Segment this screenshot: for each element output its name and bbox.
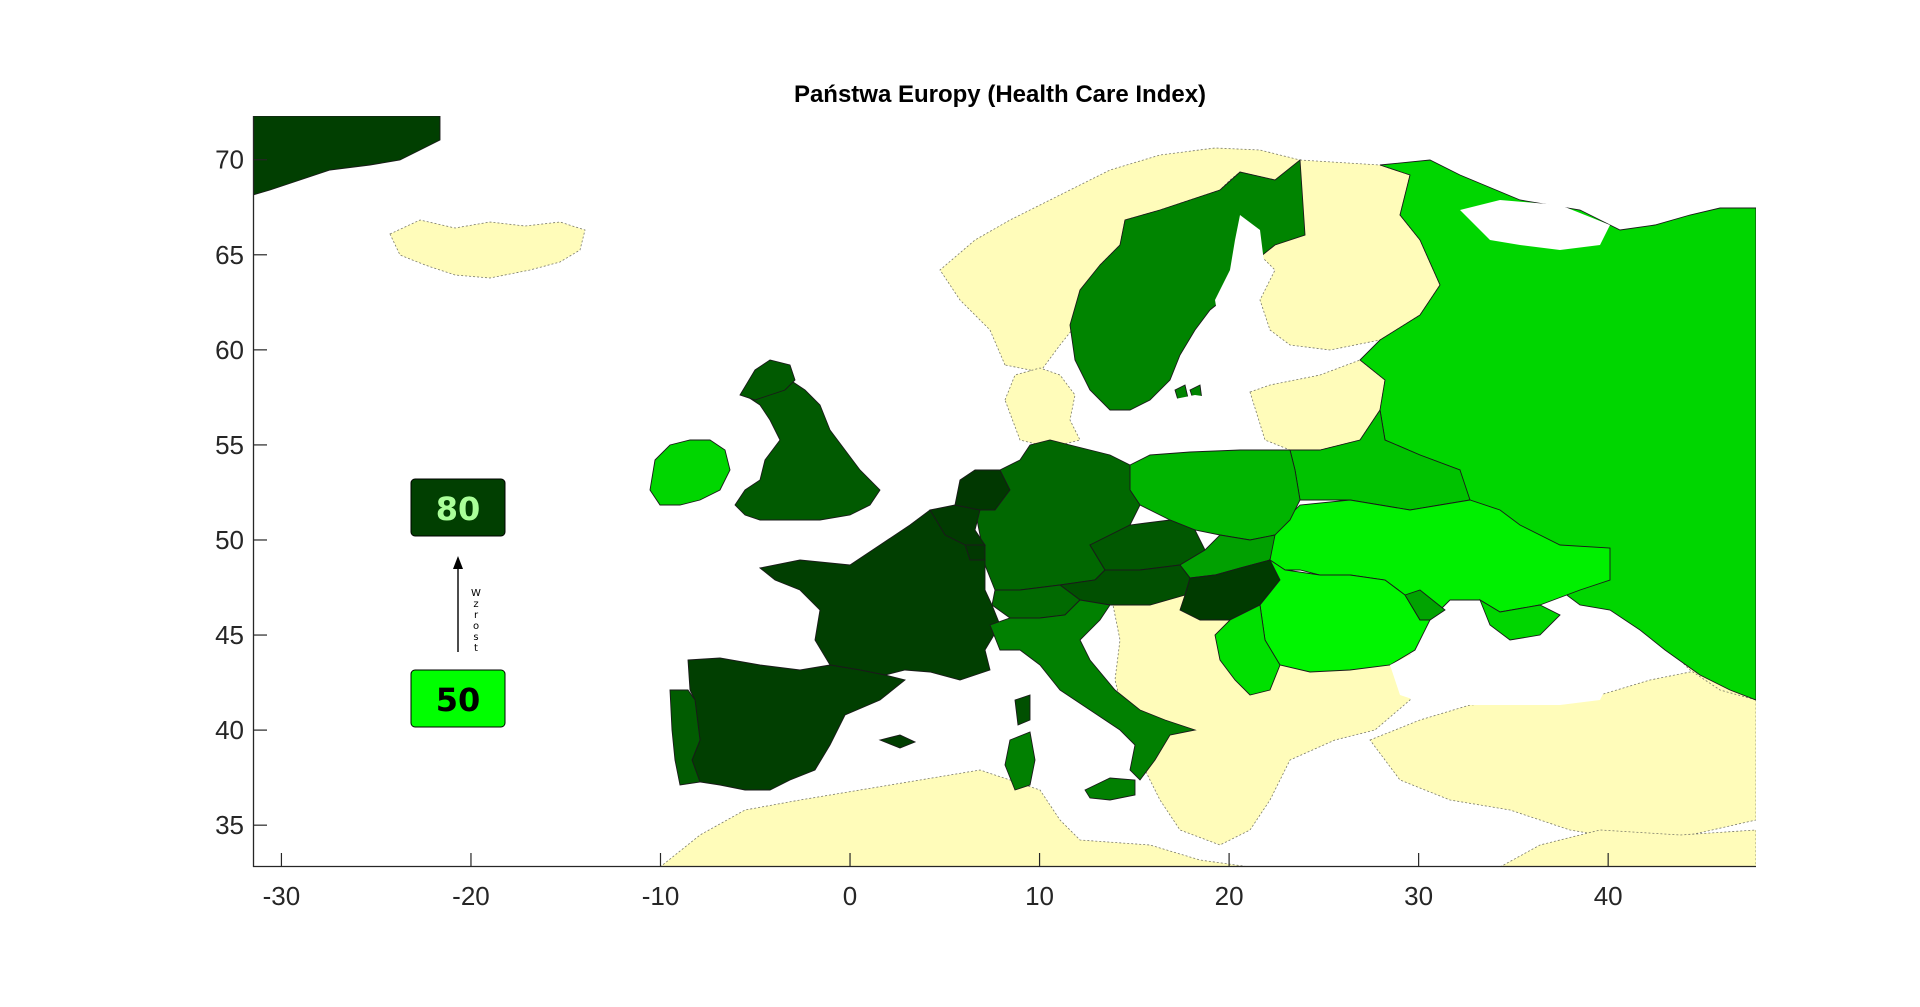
arrow-label-letter: o	[473, 621, 479, 632]
y-tick-label: 45	[215, 620, 244, 650]
arrow-label-letter: r	[474, 610, 479, 621]
y-tick-label: 65	[215, 240, 244, 270]
region-spain	[687, 657, 906, 791]
region-middle-east	[1499, 829, 1756, 867]
x-tick-label: 30	[1404, 881, 1433, 911]
y-tick-label: 60	[215, 335, 244, 365]
region-north-africa	[659, 769, 1251, 867]
region-greenland	[253, 116, 441, 196]
x-tick-label: 10	[1025, 881, 1054, 911]
region-portugal	[669, 689, 701, 786]
x-tick-label: -10	[642, 881, 680, 911]
x-tick-label: 0	[843, 881, 857, 911]
region-norway	[939, 147, 1306, 373]
region-poland	[1129, 449, 1301, 541]
x-axis-ticks: -30 -20 -10 0 10 20 30 40	[263, 853, 1623, 911]
region-serbia	[1214, 604, 1281, 696]
legend-high-value: 80	[436, 490, 481, 528]
legend-low-value: 50	[436, 681, 481, 719]
map-area	[253, 116, 1756, 867]
region-sicily	[1084, 777, 1136, 801]
black-sea	[1390, 640, 1610, 705]
y-tick-label: 35	[215, 810, 244, 840]
arrow-label-letter: t	[474, 643, 478, 654]
legend-arrow-head	[453, 556, 463, 569]
region-italy	[989, 599, 1197, 781]
y-tick-label: 70	[215, 145, 244, 175]
white-sea	[1460, 200, 1610, 250]
region-sardinia	[1004, 731, 1036, 791]
legend-high-box	[410, 478, 506, 537]
region-corsica	[1014, 694, 1031, 726]
x-tick-label: 40	[1594, 881, 1623, 911]
region-ireland	[649, 439, 731, 506]
x-tick-label: -20	[452, 881, 490, 911]
region-crimea	[1479, 598, 1561, 641]
x-tick-label: -30	[263, 881, 301, 911]
arrow-label-letter: s	[473, 632, 478, 643]
y-tick-label: 55	[215, 430, 244, 460]
region-moldova	[1404, 589, 1446, 621]
y-axis-ticks: 70 65 60 55 50 45 40 35	[215, 145, 267, 840]
map-title: Państwa Europy (Health Care Index)	[794, 81, 1206, 108]
region-scotland	[739, 359, 796, 401]
region-uk	[734, 374, 881, 521]
arrow-label-letter: W	[471, 588, 481, 599]
region-iceland	[389, 219, 586, 279]
region-netherlands	[954, 469, 1011, 511]
baltic-sea	[1150, 395, 1250, 445]
y-tick-label: 50	[215, 525, 244, 555]
region-balearics	[878, 734, 917, 749]
y-tick-label: 40	[215, 715, 244, 745]
gulf-of-bothnia	[1215, 215, 1265, 330]
region-france	[758, 509, 1001, 681]
water-bodies	[1150, 200, 1610, 705]
legend-low-box	[410, 669, 506, 728]
region-denmark	[1004, 367, 1081, 446]
arrow-label-letter: z	[473, 599, 478, 610]
x-tick-label: 20	[1215, 881, 1244, 911]
